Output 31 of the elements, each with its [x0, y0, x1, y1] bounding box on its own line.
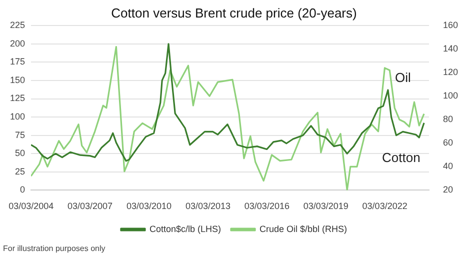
y-tick-label: 25	[15, 166, 26, 176]
y-tick-label: 175	[10, 56, 26, 67]
x-tick-label: 03/03/2016	[244, 201, 290, 212]
y2-tick-label: 140	[442, 44, 458, 54]
x-tick-label: 03/03/2022	[362, 201, 408, 212]
y2-tick-label: 40	[442, 161, 453, 172]
y2-tick-label: 60	[442, 138, 453, 148]
y-tick-label: 225	[10, 20, 26, 30]
y-tick-label: 100	[10, 112, 26, 122]
annotation: Cotton	[382, 150, 420, 165]
x-tick-label: 03/03/2010	[126, 201, 172, 212]
x-tick-label: 03/03/2019	[303, 201, 348, 212]
x-tick-label: 03/03/2004	[8, 201, 54, 212]
legend-label: Crude Oil $/bbl (RHS)	[260, 224, 348, 234]
y2-tick-label: 160	[442, 20, 458, 30]
chart-title: Cotton versus Brent crude price (20-years)	[111, 5, 357, 20]
y-tick-label: 125	[10, 93, 26, 104]
annotation: Oil	[395, 70, 411, 85]
y2-tick-label: 100	[442, 90, 458, 101]
y-tick-label: 0	[20, 184, 26, 195]
text: For illustration purposes only	[2, 244, 106, 255]
y-tick-label: 200	[10, 38, 26, 48]
y-tick-label: 50	[15, 148, 26, 158]
x-tick-label: 03/03/2013	[185, 201, 230, 212]
y2-tick-label: 80	[442, 114, 453, 124]
y-tick-label: 75	[15, 130, 26, 140]
y2-tick-label: 120	[442, 67, 458, 78]
y-tick-label: 150	[10, 74, 26, 85]
legend-label: Cotton$c/lb (LHS)	[149, 224, 222, 234]
x-tick-label: 03/03/2007	[68, 201, 113, 212]
y2-tick-label: 20	[442, 184, 453, 195]
